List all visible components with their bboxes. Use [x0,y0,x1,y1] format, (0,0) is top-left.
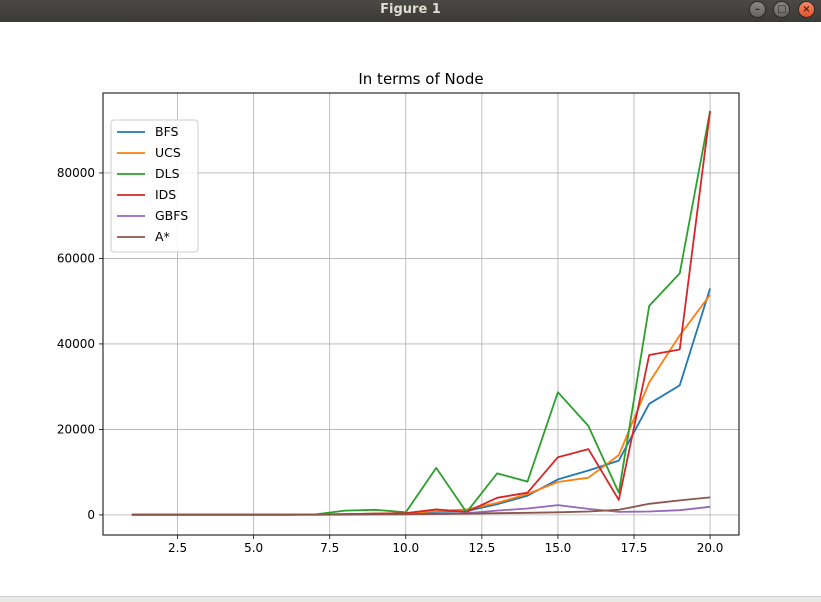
y-tick-label: 60000 [57,251,95,265]
y-tick-label: 80000 [57,166,95,180]
y-tick-label: 40000 [57,337,95,351]
x-tick-label: 7.5 [320,541,339,555]
x-tick-label: 15.0 [545,541,572,555]
window-title: Figure 1 [380,2,441,17]
series-line-dls [131,110,711,516]
y-axis-ticks: 0 20000 40000 60000 80000 [57,166,103,522]
legend-label: GBFS [155,208,188,223]
x-tick-label: 5.0 [244,541,263,555]
figure-canvas: 2.5 5.0 7.5 10.0 12.5 15.0 17.5 20.0 0 20000 4000… [0,22,821,596]
chart-title: In terms of Node [358,70,483,88]
axes-frame [102,92,740,536]
series-line-a [131,496,711,516]
x-tick-label: 2.5 [168,541,187,555]
legend-label: A* [155,229,170,244]
minimize-icon[interactable]: – [748,1,766,18]
maximize-icon[interactable]: □ [773,1,791,18]
legend-label: IDS [155,187,176,202]
legend-label: DLS [155,166,180,181]
series-line-ids [131,110,711,516]
x-tick-label: 17.5 [621,541,648,555]
legend: BFS UCS DLS IDS GBFS A* [110,119,199,253]
x-tick-label: 20.0 [697,541,724,555]
x-axis-ticks: 2.5 5.0 7.5 10.0 12.5 15.0 17.5 20.0 [168,535,723,555]
legend-label: BFS [155,124,179,139]
x-tick-label: 10.0 [392,541,419,555]
status-bar [0,596,821,602]
x-tick-label: 12.5 [469,541,496,555]
series-lines [131,110,711,516]
y-tick-label: 20000 [57,422,95,436]
line-chart: 2.5 5.0 7.5 10.0 12.5 15.0 17.5 20.0 0 20000 4000… [57,70,740,555]
window-titlebar[interactable]: Figure 1 – □ × [0,0,821,22]
y-tick-label: 0 [87,508,95,522]
window-controls: – □ × [746,1,815,19]
legend-label: UCS [155,145,181,160]
close-icon[interactable]: × [798,1,815,18]
